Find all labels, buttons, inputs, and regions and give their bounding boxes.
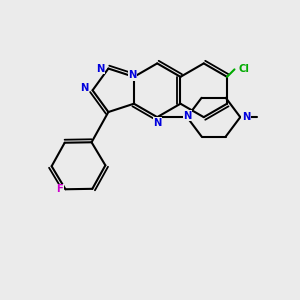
Text: N: N xyxy=(81,83,89,93)
Text: N: N xyxy=(184,111,192,121)
Text: N: N xyxy=(153,118,161,128)
Text: Cl: Cl xyxy=(238,64,249,74)
Text: F: F xyxy=(56,184,63,194)
Text: N: N xyxy=(128,70,136,80)
Text: N: N xyxy=(242,112,250,122)
Text: N: N xyxy=(96,64,105,74)
